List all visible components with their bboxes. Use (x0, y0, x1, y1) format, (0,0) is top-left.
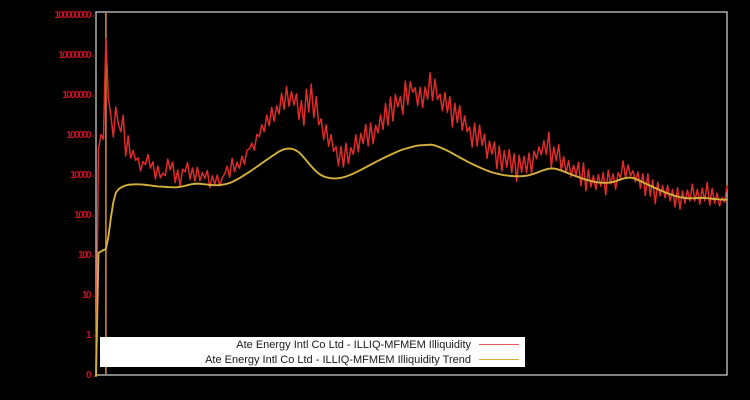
legend-item-illiquidity-trend[interactable]: Ate Energy Intl Co Ltd - ILLIQ-MFMEM Ill… (100, 352, 525, 367)
axis-frame (95, 11, 728, 376)
y-tick-label: 100000000 (54, 10, 91, 21)
y-tick-marks (93, 15, 96, 377)
plot-area-background (96, 12, 727, 375)
legend-item-illiquidity[interactable]: Ate Energy Intl Co Ltd - ILLIQ-MFMEM Ill… (100, 337, 525, 352)
legend-swatch-illiquidity-trend (479, 359, 519, 360)
legend-label-illiquidity: Ate Energy Intl Co Ltd - ILLIQ-MFMEM Ill… (236, 338, 471, 351)
y-tick-label: 100000 (66, 130, 91, 141)
y-tick-label: 100 (78, 250, 91, 261)
y-tick-label: 1 (86, 330, 92, 341)
y-tick-label: 0 (86, 370, 92, 381)
chart-legend[interactable]: Ate Energy Intl Co Ltd - ILLIQ-MFMEM Ill… (100, 337, 525, 367)
series-illiquidity-trend (95, 143, 728, 377)
y-tick-label: 10000000 (58, 50, 91, 61)
legend-label-illiquidity-trend: Ate Energy Intl Co Ltd - ILLIQ-MFMEM Ill… (205, 353, 471, 366)
legend-swatch-illiquidity (479, 344, 519, 345)
y-tick-label: 1000000 (62, 90, 91, 101)
y-tick-label: 10000 (70, 170, 91, 181)
y-tick-label: 1000 (74, 210, 91, 221)
series-layer (95, 13, 728, 377)
series-illiquidity (95, 37, 728, 377)
y-tick-label: 10 (82, 290, 92, 301)
